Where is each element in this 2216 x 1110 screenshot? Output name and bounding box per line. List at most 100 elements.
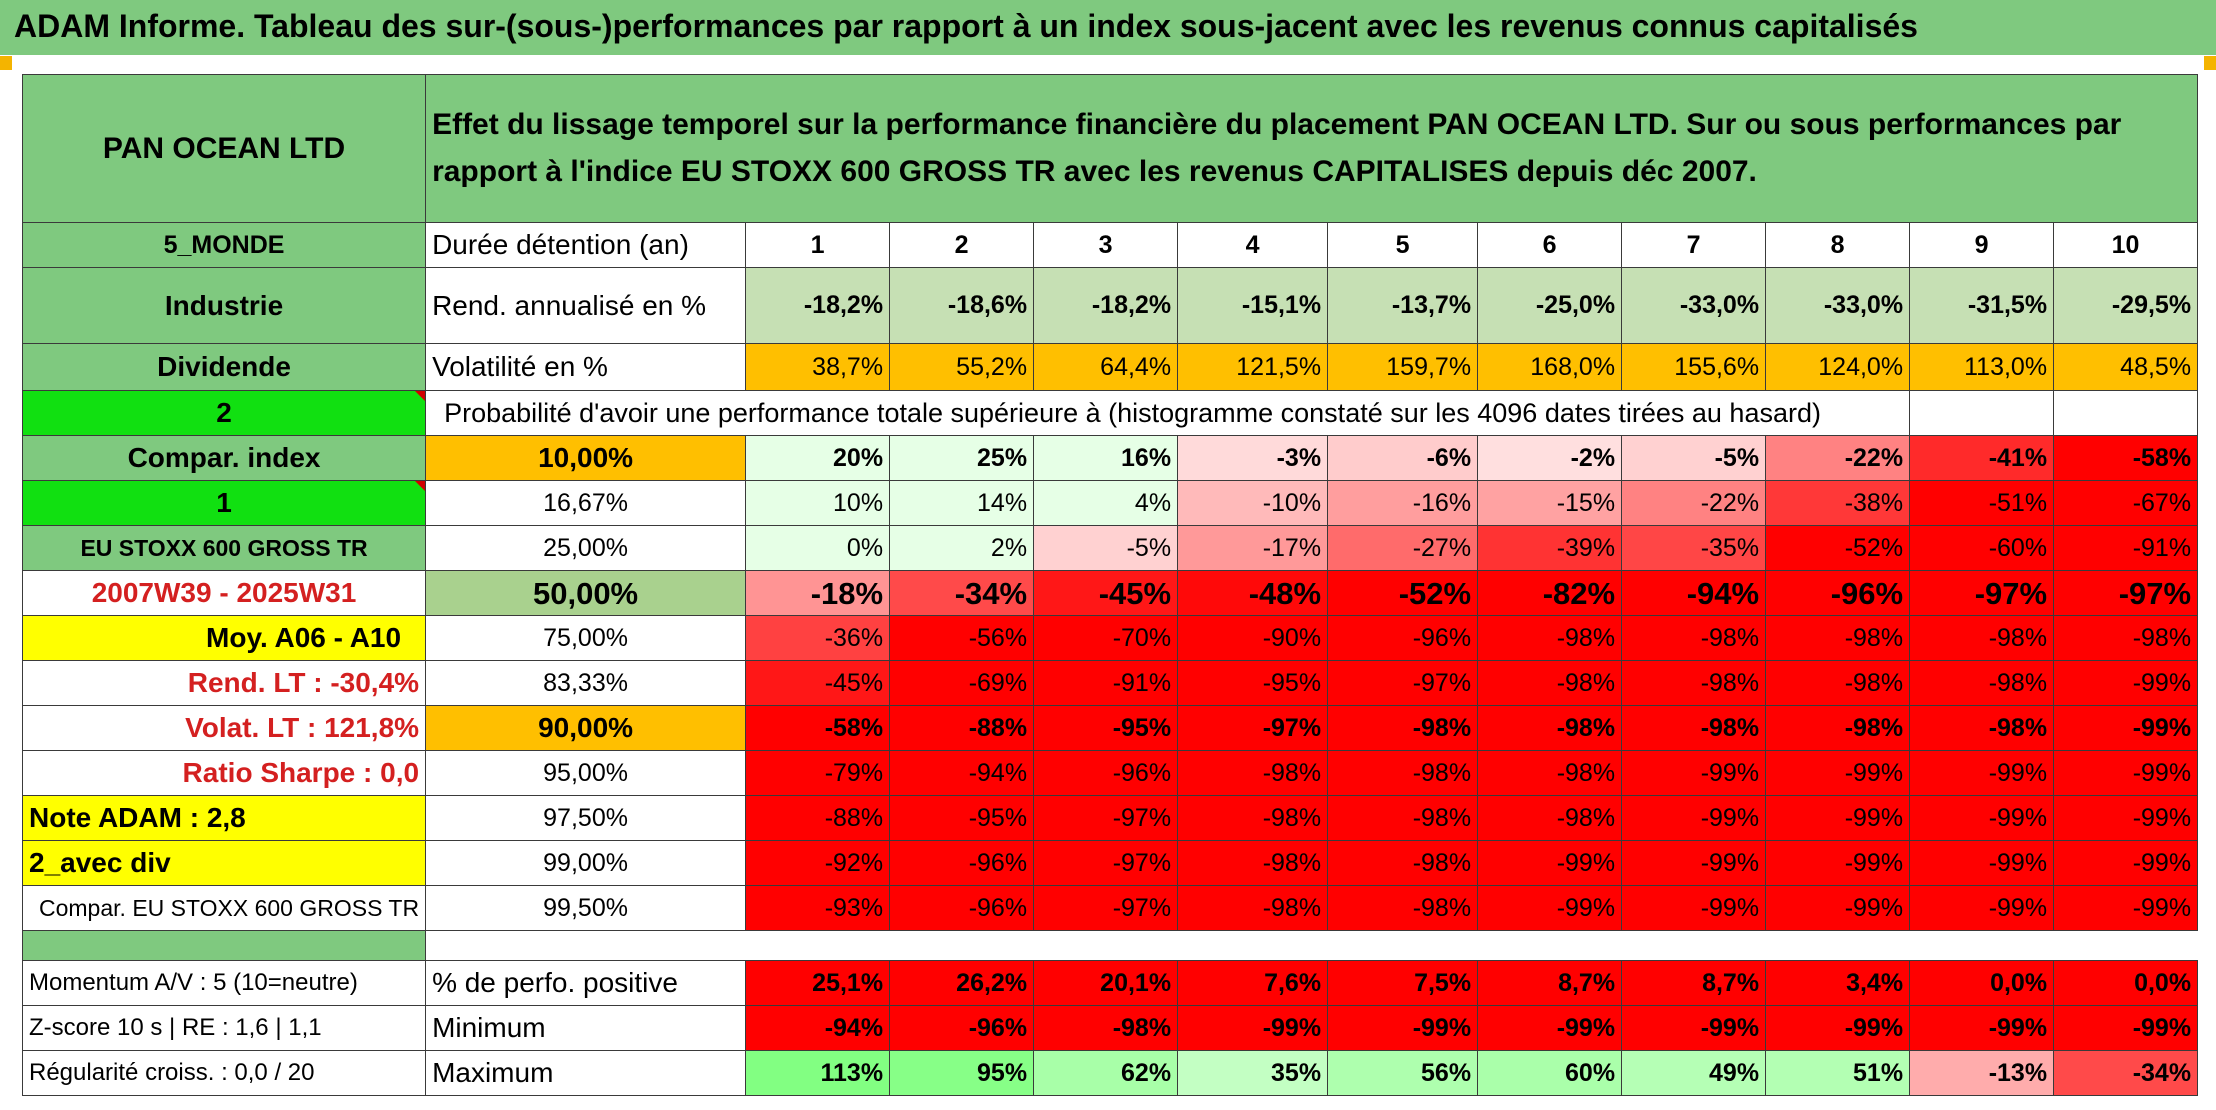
vol-value: 124,0% xyxy=(1765,343,1911,391)
probability-value: -99% xyxy=(2053,705,2199,751)
index-name: EU STOXX 600 GROSS TR xyxy=(21,525,427,571)
probability-value: -48% xyxy=(1177,570,1329,616)
probability-value: -99% xyxy=(2053,795,2199,841)
probability-value: -56% xyxy=(889,615,1035,661)
positive-pct-value: 3,4% xyxy=(1765,960,1911,1006)
probability-threshold: 16,67% xyxy=(425,480,747,526)
max-label: Maximum xyxy=(425,1050,747,1096)
probability-value: -98% xyxy=(1621,705,1767,751)
asset-name: PAN OCEAN LTD xyxy=(21,74,427,223)
description: Effet du lissage temporel sur la perform… xyxy=(425,74,2199,223)
probability-value: -98% xyxy=(1327,750,1479,796)
probability-value: -98% xyxy=(1477,705,1623,751)
code-1: 1 xyxy=(21,480,427,526)
probability-value: -98% xyxy=(1477,795,1623,841)
compar-full: Compar. EU STOXX 600 GROSS TR xyxy=(21,885,427,931)
probability-value: -99% xyxy=(1909,840,2055,886)
sector-label: Industrie xyxy=(21,267,427,344)
probability-value: -93% xyxy=(745,885,891,931)
positive-pct-value: 26,2% xyxy=(889,960,1035,1006)
maximum-value: 62% xyxy=(1033,1050,1179,1096)
probability-value: -91% xyxy=(1033,660,1179,706)
probability-value: -99% xyxy=(2053,885,2199,931)
rend-value: -18,6% xyxy=(889,267,1035,344)
maximum-value: 56% xyxy=(1327,1050,1479,1096)
empty-cell xyxy=(1909,390,2055,436)
vol-value: 159,7% xyxy=(1327,343,1479,391)
probability-value: 20% xyxy=(745,435,891,481)
probability-value: -98% xyxy=(1621,660,1767,706)
minimum-value: -99% xyxy=(2053,1005,2199,1051)
minimum-value: -99% xyxy=(1477,1005,1623,1051)
probability-value: -45% xyxy=(1033,570,1179,616)
probability-value: -97% xyxy=(2053,570,2199,616)
maximum-value: -13% xyxy=(1909,1050,2055,1096)
probability-value: -98% xyxy=(1327,840,1479,886)
probability-value: -98% xyxy=(1477,615,1623,661)
maximum-value: -34% xyxy=(2053,1050,2199,1096)
year-header: 7 xyxy=(1621,222,1767,268)
probability-value: -98% xyxy=(1177,750,1329,796)
year-header: 10 xyxy=(2053,222,2199,268)
probability-value: -99% xyxy=(2053,750,2199,796)
rend-value: -33,0% xyxy=(1765,267,1911,344)
year-header: 4 xyxy=(1177,222,1329,268)
year-header: 2 xyxy=(889,222,1035,268)
probability-value: -16% xyxy=(1327,480,1479,526)
minimum-value: -96% xyxy=(889,1005,1035,1051)
positive-pct-value: 8,7% xyxy=(1621,960,1767,1006)
probability-threshold: 25,00% xyxy=(425,525,747,571)
probability-value: -99% xyxy=(1621,750,1767,796)
probability-value: -99% xyxy=(1621,795,1767,841)
probability-value: -99% xyxy=(1477,885,1623,931)
probability-value: -22% xyxy=(1765,435,1911,481)
probability-value: -2% xyxy=(1477,435,1623,481)
probability-threshold: 99,50% xyxy=(425,885,747,931)
report-title: ADAM Informe. Tableau des sur-(sous-)per… xyxy=(14,8,1918,44)
compar-index-label: Compar. index xyxy=(21,435,427,481)
avec-div: 2_avec div xyxy=(21,840,427,886)
rend-value: -18,2% xyxy=(745,267,891,344)
probability-value: -10% xyxy=(1177,480,1329,526)
probability-value: -98% xyxy=(1327,885,1479,931)
probability-value: -96% xyxy=(1033,750,1179,796)
probability-value: -35% xyxy=(1621,525,1767,571)
probability-value: -98% xyxy=(1327,795,1479,841)
vol-label: Volatilité en % xyxy=(425,343,747,391)
rend-value: -13,7% xyxy=(1327,267,1479,344)
probability-value: -97% xyxy=(1033,795,1179,841)
probability-value: -6% xyxy=(1327,435,1479,481)
vol-value: 55,2% xyxy=(889,343,1035,391)
probability-threshold: 97,50% xyxy=(425,795,747,841)
probability-value: -82% xyxy=(1477,570,1623,616)
probability-heading: Probabilité d'avoir une performance tota… xyxy=(425,390,1911,436)
performance-table: PAN OCEAN LTD Effet du lissage temporel … xyxy=(21,74,2199,1096)
probability-value: -39% xyxy=(1477,525,1623,571)
probability-value: -97% xyxy=(1033,885,1179,931)
regularite-label: Régularité croiss. : 0,0 / 20 xyxy=(21,1050,427,1096)
probability-value: -98% xyxy=(1477,750,1623,796)
maximum-value: 95% xyxy=(889,1050,1035,1096)
probability-value: -52% xyxy=(1765,525,1911,571)
probability-value: -18% xyxy=(745,570,891,616)
probability-value: -58% xyxy=(2053,435,2199,481)
probability-value: -79% xyxy=(745,750,891,796)
probability-value: -98% xyxy=(1765,660,1911,706)
minimum-value: -99% xyxy=(1909,1005,2055,1051)
year-header: 8 xyxy=(1765,222,1911,268)
probability-value: -96% xyxy=(1765,570,1911,616)
corner-marker xyxy=(0,56,12,70)
positive-pct-value: 7,6% xyxy=(1177,960,1329,1006)
probability-value: -99% xyxy=(1621,840,1767,886)
probability-value: -52% xyxy=(1327,570,1479,616)
vol-value: 121,5% xyxy=(1177,343,1329,391)
title-bar: ADAM Informe. Tableau des sur-(sous-)per… xyxy=(0,0,2216,55)
probability-value: -15% xyxy=(1477,480,1623,526)
probability-value: -51% xyxy=(1909,480,2055,526)
probability-value: -70% xyxy=(1033,615,1179,661)
probability-value: -96% xyxy=(1327,615,1479,661)
probability-value: -97% xyxy=(1909,570,2055,616)
probability-value: -22% xyxy=(1621,480,1767,526)
maximum-value: 51% xyxy=(1765,1050,1911,1096)
probability-threshold: 50,00% xyxy=(425,570,747,616)
